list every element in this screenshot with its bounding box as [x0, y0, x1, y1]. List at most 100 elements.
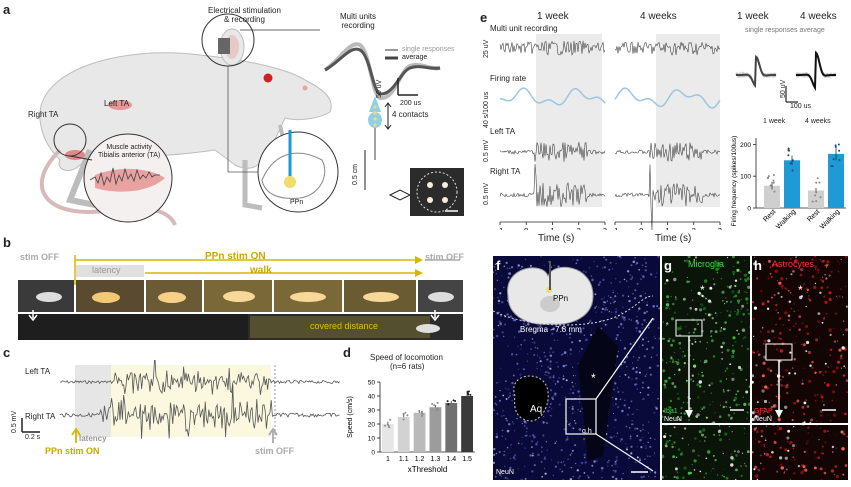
probe-scale: 0.5 cm [352, 163, 359, 185]
e-point [791, 169, 794, 172]
e-time-tick: -1 [612, 226, 619, 230]
astrocyte-texture [752, 256, 848, 480]
d-point [420, 410, 423, 413]
d-point [404, 411, 407, 414]
e-time-tick: 0 [524, 226, 528, 230]
e-bar-group-1: 1 week [763, 118, 786, 125]
covered-label: covered distance [310, 321, 379, 331]
d-ytick: 50 [368, 380, 376, 387]
e-traces: -1 0 1 2 3 -1 0 1 2 3 [497, 40, 722, 230]
panel-b-arrows [74, 255, 460, 285]
e-point [837, 143, 840, 146]
d-point [388, 426, 391, 429]
wave-scale-v: 50 uV [376, 79, 383, 98]
d-xtick: 1.1 [399, 456, 409, 463]
d-point [420, 414, 423, 417]
panel-d-title: Speed of locomotion [370, 353, 443, 362]
d-xtick: 1.3 [431, 456, 441, 463]
e-time-tick: 3 [603, 226, 607, 230]
e-point [787, 149, 790, 152]
e-shade-1 [536, 34, 602, 207]
d-point [454, 399, 457, 402]
e-week4-r: 4 weeks [800, 11, 837, 22]
e-point [830, 165, 833, 168]
rat-tail [39, 148, 177, 226]
e-wave-scale-t: 100 us [790, 103, 812, 110]
stim-off-left: stim OFF [20, 252, 60, 262]
e-signal-trace [499, 142, 606, 162]
e-week1-r: 1 week [737, 11, 769, 22]
svg-text:*: * [700, 283, 705, 297]
e-time-tick: 2 [692, 226, 696, 230]
d-point [389, 418, 392, 421]
h-marker: GFAP [754, 408, 773, 415]
d-point [431, 402, 434, 405]
left-ta-label-c: Left TA [25, 367, 51, 376]
panel-d-subtitle: (n=6 rats) [390, 362, 425, 371]
d-point [384, 424, 387, 427]
e-signal-trace [614, 142, 721, 162]
d-bar [445, 403, 458, 452]
panel-d-label: d [343, 345, 351, 360]
d-point [467, 390, 470, 393]
e-row-label-1: Firing rate [490, 74, 527, 83]
e-time-label-1: Time (s) [538, 233, 575, 244]
panel-g-label: g [664, 258, 672, 273]
e-point [818, 181, 821, 184]
d-point [418, 409, 421, 412]
e-point [838, 149, 841, 152]
d-point [436, 402, 439, 405]
e-point [772, 174, 775, 177]
video-frame-bottom [18, 314, 463, 340]
ppn-label-a: PPn [290, 199, 304, 206]
stim-off-right: stim OFF [425, 252, 465, 262]
neun-texture [493, 256, 660, 480]
video-frames-top [18, 280, 463, 312]
e-point [787, 147, 790, 150]
e-point [767, 175, 770, 178]
e-point [815, 191, 818, 194]
e-shade-2 [656, 34, 720, 207]
h-title: Astrocytes [772, 259, 815, 269]
f-gh: g,h [582, 428, 592, 435]
svg-text:*: * [591, 371, 596, 385]
d-point [446, 400, 449, 403]
d-bar [461, 396, 473, 452]
e-bar-group-2: 4 weeks [805, 118, 831, 125]
e-row-scale-2: 0.5 mV [483, 139, 490, 162]
e-week4: 4 weeks [640, 11, 677, 22]
e-xtick: Walking [819, 208, 841, 230]
stim-on-label: PPn stim ON [205, 251, 266, 262]
emg-trace-a [89, 167, 160, 187]
brain-atlas: * [493, 261, 654, 473]
svg-text:*: * [798, 283, 803, 297]
f-aq: Aq [530, 404, 543, 415]
e-point [814, 194, 817, 197]
stim-off-label-c: stim OFF [255, 446, 295, 456]
e-signal-trace [614, 164, 721, 230]
e-xtick: Rest [806, 208, 821, 223]
g-neun: NeuN [664, 416, 682, 423]
latency-label-b: latency [92, 265, 121, 275]
h-neun: NeuN [754, 416, 772, 423]
e-point [815, 200, 818, 203]
d-point [402, 413, 405, 416]
d-ytick: 40 [368, 394, 376, 401]
e-signal-trace [499, 163, 606, 207]
e-row-scale-1: 40 s/100 us [483, 91, 490, 128]
panel-a-illustration [39, 13, 464, 226]
d-point [406, 414, 409, 417]
e-time-tick: -1 [497, 226, 504, 230]
right-ta-label-c: Right TA [25, 412, 56, 421]
right-ta-label: Right TA [28, 110, 59, 119]
microglia-texture [662, 256, 750, 480]
e-bar [828, 153, 844, 208]
e-bar [784, 160, 800, 208]
panel-h-label: h [754, 258, 762, 273]
scale-t-c: 0.2 s [25, 434, 41, 441]
e-point [811, 200, 814, 203]
e-point [791, 159, 794, 162]
e-wave-scale-v: 50 uV [780, 79, 787, 98]
d-xtick: 1.4 [446, 456, 456, 463]
e-row-label-3: Right TA [490, 167, 521, 176]
